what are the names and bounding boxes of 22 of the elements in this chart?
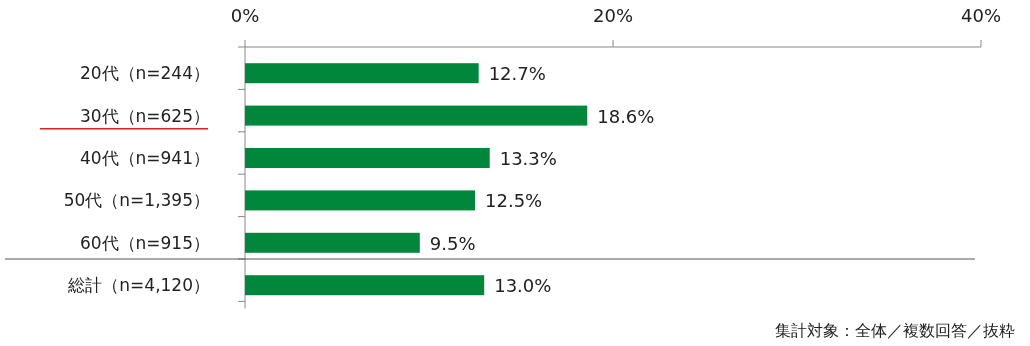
bar [245, 190, 475, 211]
bar [245, 105, 588, 126]
x-tick-label: 20% [592, 5, 634, 26]
y-tick-label: 50代（n=1,395） [63, 190, 210, 211]
bar [245, 275, 485, 296]
y-tick-label: 30代（n=625） [79, 105, 210, 126]
x-tick-label: 40% [960, 5, 1002, 26]
x-tick-label: 0% [230, 5, 260, 26]
data-label: 13.0% [494, 275, 552, 297]
data-label: 18.6% [597, 105, 655, 127]
bar [245, 63, 479, 84]
y-tick-label: 40代（n=941） [79, 148, 210, 168]
y-tick-label: 総計（n=4,120） [67, 275, 210, 296]
data-label: 13.3% [499, 148, 557, 169]
data-label: 12.7% [488, 63, 546, 85]
bar [245, 232, 420, 253]
y-tick-label: 60代（n=915） [79, 232, 210, 253]
data-label: 12.5% [485, 190, 543, 212]
data-label: 9.5% [429, 232, 476, 254]
bar [245, 148, 490, 168]
text: 集計対象：全体／複数回答／抜粋 [775, 321, 1015, 340]
y-tick-label: 20代（n=244） [79, 63, 210, 84]
